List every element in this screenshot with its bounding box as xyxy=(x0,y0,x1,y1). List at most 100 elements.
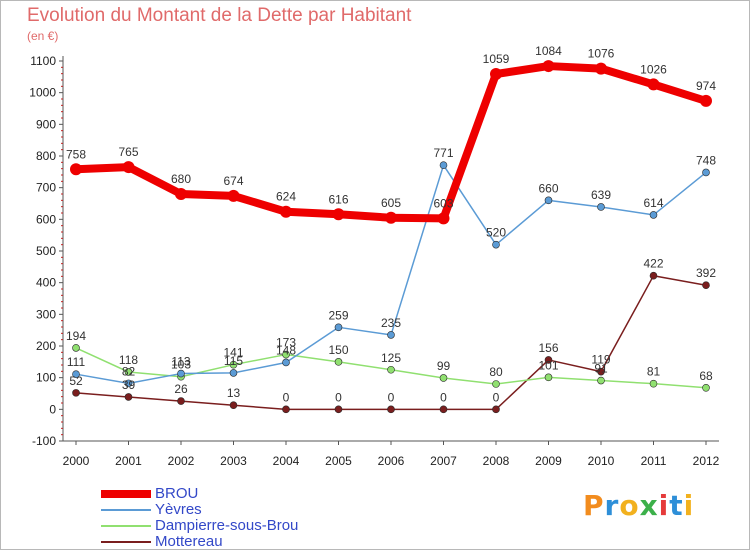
legend-swatch xyxy=(101,525,151,527)
y-tick-label: 100 xyxy=(36,371,56,385)
data-label-y-vres: 520 xyxy=(486,226,506,240)
x-tick-label: 2004 xyxy=(273,454,300,468)
logo-letter: o xyxy=(619,489,640,522)
data-label-y-vres: 235 xyxy=(381,316,401,330)
data-label-brou: 616 xyxy=(328,192,348,206)
data-label-dampierre-sous-brou: 118 xyxy=(119,353,138,367)
series-labels: 52 39 26 13 0 0 0 0 0 156 119 422 392 194 118 103 141 173… xyxy=(66,44,716,404)
x-tick-label: 2009 xyxy=(535,454,562,468)
data-label-brou: 758 xyxy=(66,147,86,161)
y-tick-label: 300 xyxy=(36,307,56,321)
data-point-brou xyxy=(595,62,607,75)
data-label-y-vres: 148 xyxy=(276,343,296,357)
data-label-dampierre-sous-brou: 194 xyxy=(66,329,86,343)
data-point-mottereau xyxy=(124,393,133,401)
data-label-mottereau: 156 xyxy=(538,341,558,355)
legend-label: Mottereau xyxy=(155,533,223,550)
data-point-dampierre-sous-brou xyxy=(229,360,238,369)
data-point-brou xyxy=(542,60,555,73)
data-point-y-vres xyxy=(439,161,448,169)
data-point-dampierre-sous-brou xyxy=(72,344,80,352)
y-tick-label: 900 xyxy=(36,117,56,131)
logo-letter: t xyxy=(669,489,684,522)
logo-letter: P xyxy=(583,489,605,522)
data-point-brou xyxy=(490,67,502,80)
data-point-dampierre-sous-brou xyxy=(124,368,133,376)
data-label-brou: 765 xyxy=(118,145,138,159)
y-tick-label: 800 xyxy=(36,149,56,163)
data-point-brou xyxy=(280,205,292,218)
data-point-dampierre-sous-brou xyxy=(439,374,448,382)
data-point-brou xyxy=(70,163,82,176)
data-label-brou: 674 xyxy=(223,174,243,188)
chart-title: Evolution du Montant de la Dette par Hab… xyxy=(27,5,412,26)
data-label-y-vres: 113 xyxy=(171,355,190,369)
data-point-mottereau xyxy=(72,389,80,397)
data-point-dampierre-sous-brou xyxy=(597,376,605,385)
y-tick-label: 0 xyxy=(49,402,56,416)
data-point-dampierre-sous-brou xyxy=(649,379,658,388)
data-point-y-vres xyxy=(492,240,500,249)
x-tick-label: 2012 xyxy=(693,454,720,468)
data-label-mottereau: 0 xyxy=(440,390,447,404)
data-label-mottereau: 0 xyxy=(388,390,395,404)
data-label-y-vres: 660 xyxy=(538,181,558,195)
y-tick-label: 700 xyxy=(36,181,56,195)
data-label-brou: 1059 xyxy=(483,52,510,66)
data-label-dampierre-sous-brou: 68 xyxy=(699,369,713,383)
legend-label: Yèvres xyxy=(155,501,202,518)
data-point-dampierre-sous-brou xyxy=(544,373,553,382)
chart-axes: -100010020030040050060070080090010001100… xyxy=(29,54,719,468)
data-point-brou xyxy=(437,212,450,225)
data-label-dampierre-sous-brou: 125 xyxy=(381,351,401,365)
data-label-dampierre-sous-brou: 99 xyxy=(437,359,451,373)
data-point-dampierre-sous-brou xyxy=(492,380,500,388)
legend-swatch xyxy=(101,541,151,543)
data-point-brou xyxy=(227,189,240,202)
logo-letter: r xyxy=(604,489,620,522)
data-label-brou: 1076 xyxy=(588,47,615,61)
data-point-mottereau xyxy=(544,356,553,364)
series-lines xyxy=(70,60,712,414)
data-label-brou: 605 xyxy=(381,196,401,210)
data-label-brou: 603 xyxy=(433,196,453,210)
data-point-brou xyxy=(175,188,187,200)
data-point-mottereau xyxy=(492,405,500,414)
legend-label: Dampierre-sous-Brou xyxy=(155,517,299,534)
y-tick-label: -100 xyxy=(32,434,56,448)
data-label-y-vres: 115 xyxy=(224,354,243,368)
x-tick-label: 2010 xyxy=(588,454,615,468)
y-tick-label: 600 xyxy=(36,212,56,226)
data-label-y-vres: 639 xyxy=(591,188,611,202)
x-tick-label: 2005 xyxy=(325,454,352,468)
data-label-dampierre-sous-brou: 91 xyxy=(594,362,608,376)
data-point-y-vres xyxy=(544,196,553,205)
x-tick-label: 2003 xyxy=(220,454,247,468)
data-point-mottereau xyxy=(177,397,185,405)
data-point-brou xyxy=(385,211,397,224)
data-label-dampierre-sous-brou: 80 xyxy=(489,365,503,379)
data-point-dampierre-sous-brou xyxy=(282,350,290,359)
data-label-y-vres: 771 xyxy=(433,146,453,160)
data-point-dampierre-sous-brou xyxy=(387,365,395,374)
y-tick-label: 1000 xyxy=(29,86,56,100)
data-label-dampierre-sous-brou: 81 xyxy=(647,365,661,379)
data-point-brou xyxy=(647,78,660,91)
x-tick-label: 2011 xyxy=(641,454,667,468)
series-line-mottereau xyxy=(75,274,707,411)
x-tick-label: 2000 xyxy=(63,454,90,468)
y-tick-label: 400 xyxy=(36,276,56,290)
x-tick-label: 2006 xyxy=(378,454,405,468)
logo-letter: i xyxy=(658,489,670,522)
data-point-mottereau xyxy=(649,271,658,280)
data-label-mottereau: 52 xyxy=(69,374,83,388)
data-label-y-vres: 259 xyxy=(328,308,348,322)
data-label-mottereau: 392 xyxy=(696,266,716,280)
data-point-y-vres xyxy=(597,203,605,211)
proxiti-logo: Proxiti xyxy=(583,489,694,522)
x-tick-label: 2008 xyxy=(483,454,510,468)
data-label-brou: 1084 xyxy=(535,44,562,58)
data-label-mottereau: 39 xyxy=(122,378,136,392)
data-label-mottereau: 0 xyxy=(493,390,500,404)
